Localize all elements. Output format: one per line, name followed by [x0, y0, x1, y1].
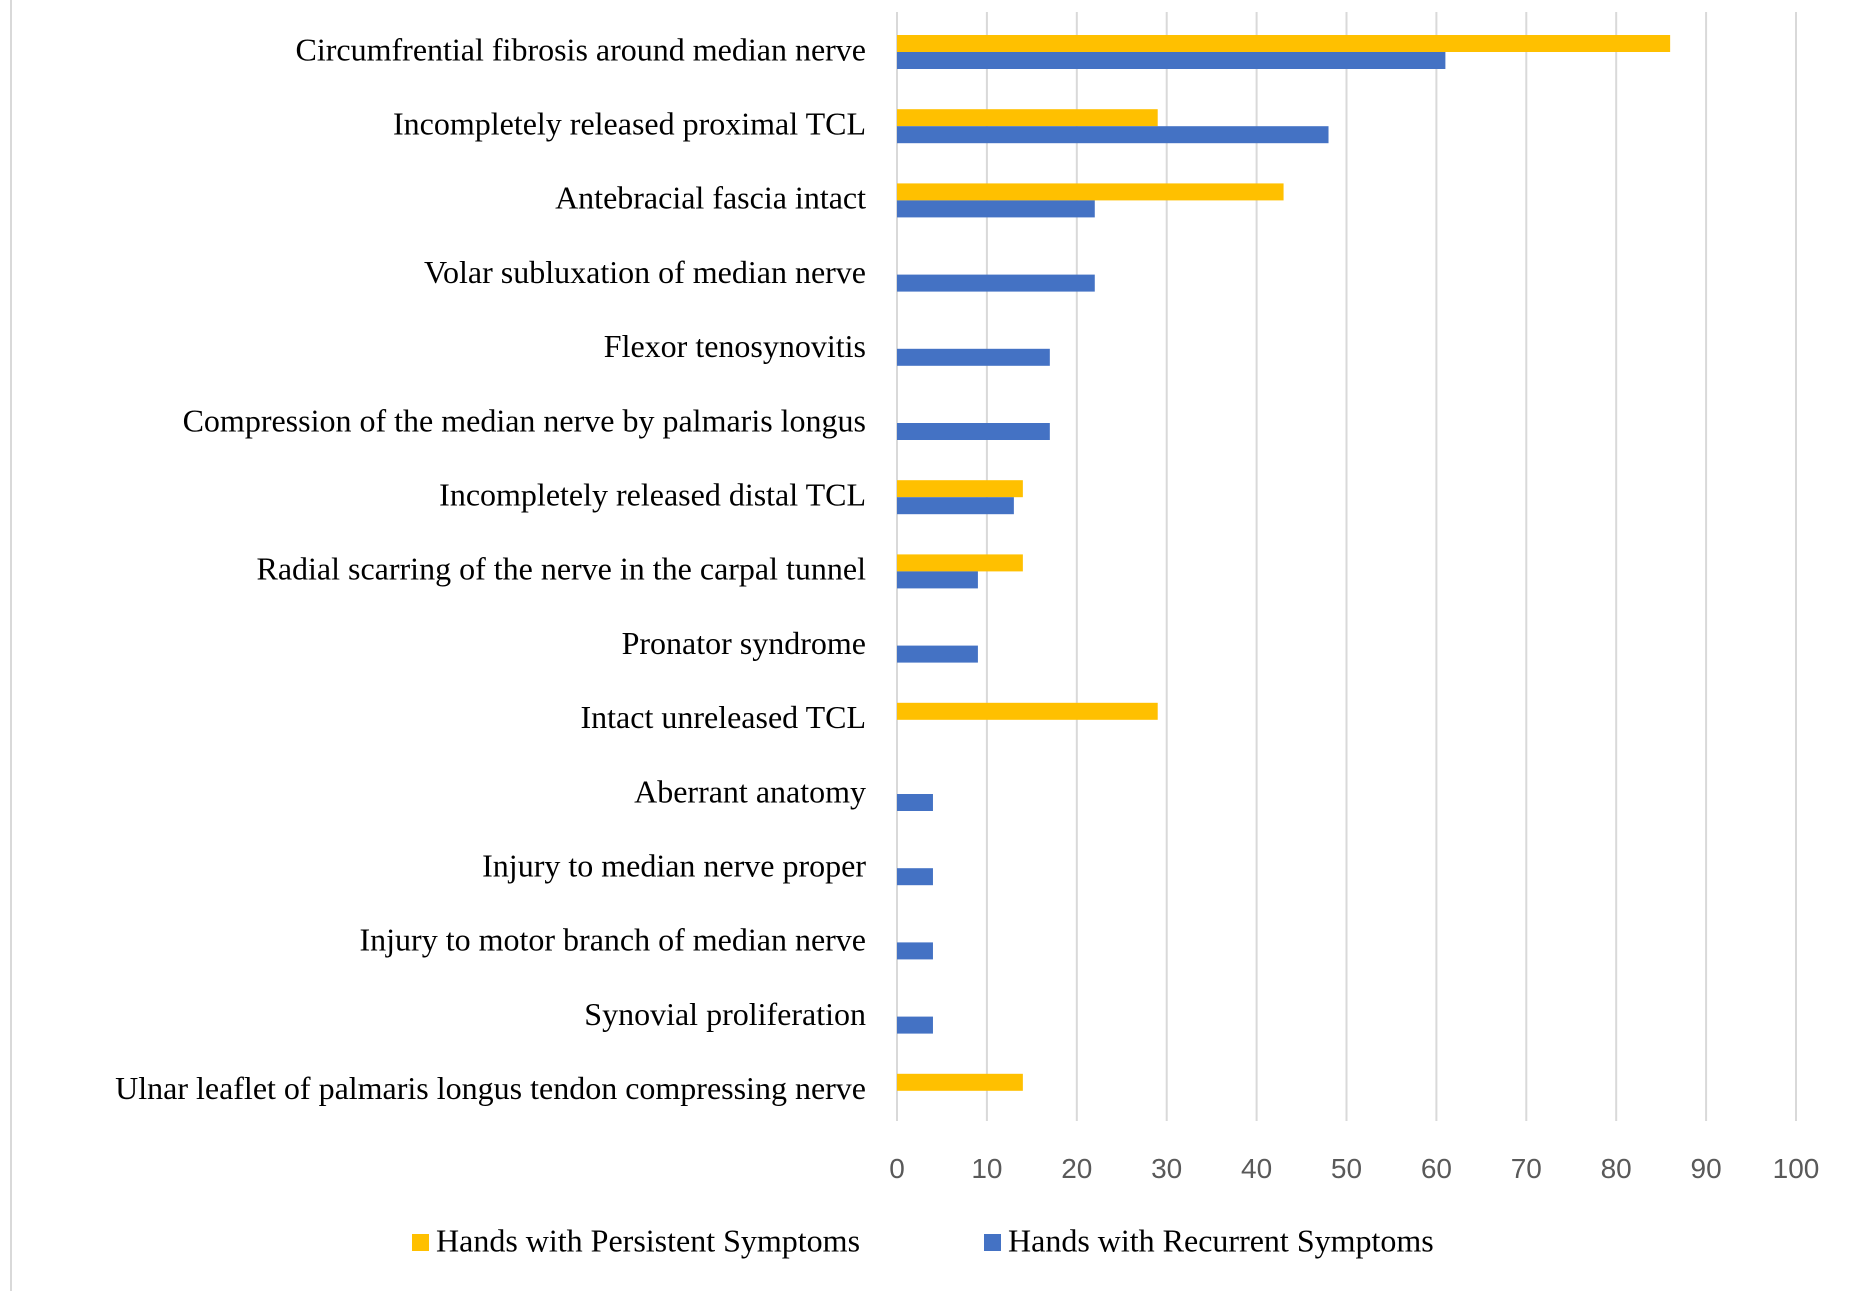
bar-recurrent-10	[897, 794, 933, 811]
category-label: Radial scarring of the nerve in the carp…	[256, 551, 866, 587]
bar-recurrent-4	[897, 348, 1050, 366]
bar-recurrent-5	[897, 423, 1050, 440]
bar-recurrent-11	[897, 868, 933, 886]
bar-persistent-1	[897, 109, 1158, 127]
x-tick-label: 80	[1601, 1153, 1632, 1184]
category-label: Antebracial fascia intact	[555, 180, 866, 216]
gridlines	[896, 12, 1797, 1121]
x-tick-label: 50	[1331, 1153, 1362, 1184]
x-tick-label: 60	[1421, 1153, 1452, 1184]
bar-recurrent-13	[897, 1016, 933, 1034]
legend-swatch-recurrent	[984, 1234, 1001, 1251]
category-label: Synovial proliferation	[584, 996, 866, 1032]
category-label: Circumfrential fibrosis around median ne…	[296, 31, 866, 67]
category-label: Pronator syndrome	[622, 625, 866, 661]
bar-persistent-14	[897, 1073, 1023, 1091]
legend-label-recurrent: Hands with Recurrent Symptoms	[1008, 1222, 1434, 1258]
bar-recurrent-12	[897, 942, 933, 960]
bar-persistent-9	[897, 702, 1158, 720]
bar-recurrent-0	[897, 52, 1446, 69]
category-label: Injury to motor branch of median nerve	[360, 922, 867, 958]
category-label: Ulnar leaflet of palmaris longus tendon …	[115, 1070, 866, 1106]
x-tick-label: 20	[1061, 1153, 1092, 1184]
x-tick-label: 30	[1151, 1153, 1182, 1184]
category-label: Volar subluxation of median nerve	[424, 254, 866, 290]
x-tick-label: 0	[889, 1153, 905, 1184]
bar-recurrent-1	[897, 126, 1329, 144]
x-tick-label: 10	[971, 1153, 1002, 1184]
bar-persistent-6	[897, 480, 1023, 498]
category-label: Intact unreleased TCL	[580, 699, 866, 735]
x-tick-label: 100	[1773, 1153, 1820, 1184]
category-label: Incompletely released distal TCL	[439, 477, 866, 513]
category-labels: Circumfrential fibrosis around median ne…	[115, 31, 866, 1106]
bar-recurrent-3	[897, 274, 1095, 292]
x-tick-label: 70	[1511, 1153, 1542, 1184]
x-tick-label: 40	[1241, 1153, 1272, 1184]
legend: Hands with Persistent Symptoms Hands with…	[412, 1222, 1434, 1258]
bar-persistent-2	[897, 183, 1284, 201]
x-tick-label: 90	[1691, 1153, 1722, 1184]
bar-recurrent-2	[897, 200, 1095, 218]
bar-persistent-0	[897, 35, 1671, 52]
category-label: Incompletely released proximal TCL	[393, 106, 866, 142]
bar-recurrent-6	[897, 497, 1014, 515]
category-label: Compression of the median nerve by palma…	[183, 402, 866, 438]
x-tick-labels: 0 10 20 30 40 50 60 70 80 90 100	[889, 1153, 1819, 1184]
bar-recurrent-8	[897, 645, 978, 663]
category-label: Flexor tenosynovitis	[604, 328, 866, 364]
bar-recurrent-7	[897, 571, 978, 589]
legend-swatch-persistent	[412, 1234, 429, 1251]
legend-label-persistent: Hands with Persistent Symptoms	[436, 1222, 860, 1258]
bars	[897, 35, 1671, 1091]
bar-persistent-7	[897, 554, 1023, 572]
category-label: Aberrant anatomy	[634, 773, 866, 809]
category-label: Injury to median nerve proper	[482, 848, 866, 884]
